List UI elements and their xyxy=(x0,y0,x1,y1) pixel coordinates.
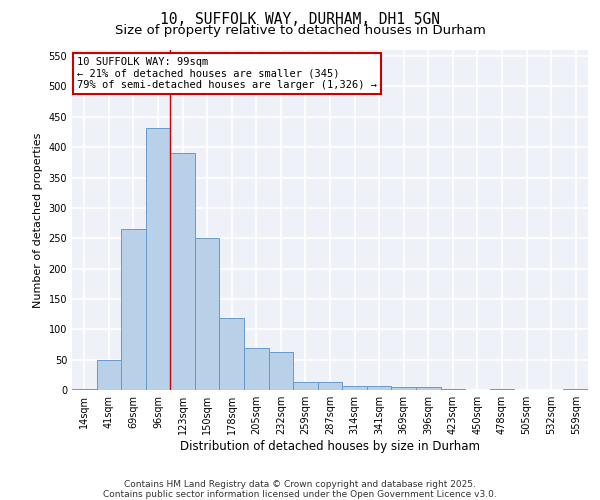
Bar xyxy=(195,238,220,390)
Bar xyxy=(170,153,195,390)
Text: 10 SUFFOLK WAY: 99sqm
← 21% of detached houses are smaller (345)
79% of semi-det: 10 SUFFOLK WAY: 99sqm ← 21% of detached … xyxy=(77,57,377,90)
Bar xyxy=(269,352,293,390)
Bar xyxy=(220,318,244,390)
Bar xyxy=(318,382,342,390)
Bar xyxy=(121,229,146,390)
Text: 10, SUFFOLK WAY, DURHAM, DH1 5GN: 10, SUFFOLK WAY, DURHAM, DH1 5GN xyxy=(160,12,440,28)
Bar xyxy=(97,360,121,390)
Bar xyxy=(244,348,269,390)
Bar xyxy=(146,128,170,390)
Bar xyxy=(490,389,514,390)
Bar xyxy=(391,387,416,390)
Bar xyxy=(416,387,440,390)
Bar xyxy=(342,386,367,390)
Text: Size of property relative to detached houses in Durham: Size of property relative to detached ho… xyxy=(115,24,485,37)
Bar xyxy=(367,386,391,390)
Y-axis label: Number of detached properties: Number of detached properties xyxy=(33,132,43,308)
Bar xyxy=(563,389,588,390)
Bar xyxy=(72,389,97,390)
Bar xyxy=(293,382,318,390)
Text: Contains HM Land Registry data © Crown copyright and database right 2025.
Contai: Contains HM Land Registry data © Crown c… xyxy=(103,480,497,499)
Bar xyxy=(440,389,465,390)
X-axis label: Distribution of detached houses by size in Durham: Distribution of detached houses by size … xyxy=(180,440,480,453)
